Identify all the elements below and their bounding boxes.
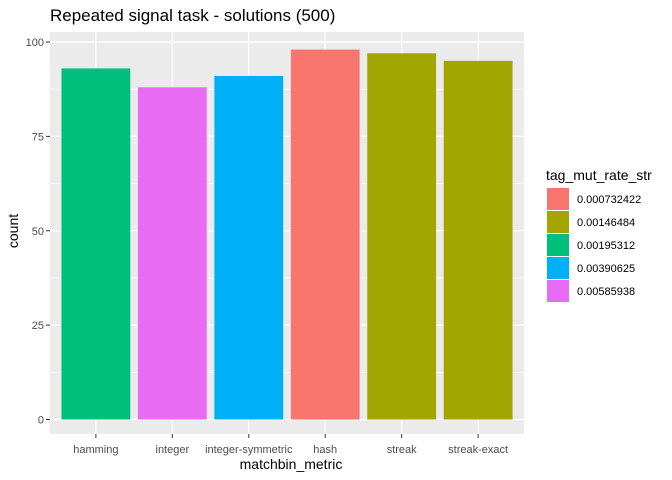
legend-label: 0.00195312 — [577, 240, 635, 252]
chart-title: Repeated signal task - solutions (500) — [50, 6, 335, 25]
legend-swatch — [547, 211, 569, 233]
legend-swatch — [547, 280, 569, 302]
legend-label: 0.000732422 — [577, 194, 641, 206]
legend-swatch — [547, 234, 569, 256]
legend: tag_mut_rate_str 0.000732422 0.00146484 0.… — [546, 167, 652, 302]
y-axis-title: count — [5, 214, 21, 248]
bar-integer — [137, 87, 207, 420]
x-axis-title: matchbin_metric — [240, 456, 343, 472]
y-tick-label: 0 — [38, 415, 44, 427]
x-axis: hamming integer integer-symmetric hash strea… — [73, 434, 508, 456]
bar-streak-exact — [443, 60, 513, 420]
legend-label: 0.00146484 — [577, 217, 635, 229]
x-tick-label: integer-symmetric — [205, 444, 293, 456]
y-axis: 0 25 50 75 100 — [26, 37, 50, 427]
x-tick-label: hamming — [73, 444, 118, 456]
x-tick-label: streak-exact — [448, 444, 508, 456]
bar-streak — [367, 53, 437, 420]
bar-hamming — [61, 68, 131, 420]
x-tick-label: hash — [313, 444, 337, 456]
bars — [61, 49, 513, 420]
x-tick-label: integer — [156, 444, 190, 456]
bar-hash — [290, 49, 360, 420]
legend-title: tag_mut_rate_str — [546, 167, 652, 183]
bar-integer-symmetric — [214, 75, 284, 420]
legend-swatch — [547, 257, 569, 279]
y-tick-label: 100 — [26, 37, 44, 49]
legend-label: 0.00585938 — [577, 286, 635, 298]
y-tick-label: 50 — [32, 226, 44, 238]
legend-label: 0.00390625 — [577, 263, 635, 275]
y-tick-label: 25 — [32, 320, 44, 332]
x-tick-label: streak — [387, 444, 417, 456]
y-tick-label: 75 — [32, 131, 44, 143]
legend-swatch — [547, 188, 569, 210]
